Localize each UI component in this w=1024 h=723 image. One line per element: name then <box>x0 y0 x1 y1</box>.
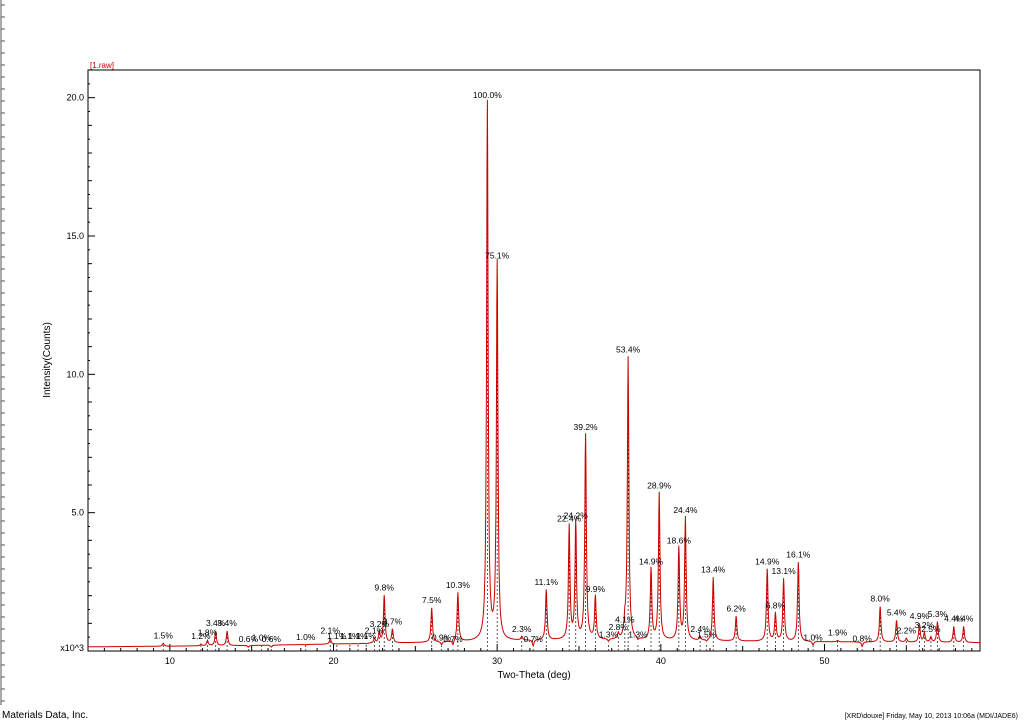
y-unit-label: x10^3 <box>60 643 84 653</box>
peak-label: 0.7% <box>523 634 543 644</box>
peak-label: 10.3% <box>446 580 471 590</box>
peak-label: 53.4% <box>616 345 641 355</box>
peak-label: 14.9% <box>639 556 664 566</box>
x-axis-label: Two-Theta (deg) <box>497 670 570 681</box>
peak-label: 3.4% <box>217 618 237 628</box>
peak-label: 2.4% <box>690 624 710 634</box>
x-tick-label: 20 <box>328 656 338 666</box>
peak-label: 6.2% <box>726 603 746 613</box>
peak-label: 1.3% <box>628 630 648 640</box>
peak-label: 2.2% <box>897 626 917 636</box>
y-tick-label: 20.0 <box>66 93 84 103</box>
x-tick-label: 10 <box>165 656 175 666</box>
diffraction-pattern-line <box>88 99 980 648</box>
file-label: [1.raw] <box>90 61 114 70</box>
peak-label: 6.8% <box>766 601 786 611</box>
y-tick-label: 15.0 <box>66 231 84 241</box>
x-tick-label: 40 <box>656 656 666 666</box>
peak-label: 1.8% <box>198 627 218 637</box>
peak-label: 100.0% <box>473 90 502 100</box>
peak-label: 0.8% <box>852 634 872 644</box>
peak-label: 1.1% <box>340 631 360 641</box>
y-tick-label: 10.0 <box>66 369 84 379</box>
y-axis-label: Intensity(Counts) <box>42 322 53 398</box>
peak-label: 39.2% <box>574 422 599 432</box>
peak-label: 5.3% <box>928 609 948 619</box>
peak-label: 3.7% <box>383 616 403 626</box>
peak-label: 1.3% <box>599 630 619 640</box>
peak-label: 13.4% <box>701 565 726 575</box>
footer-company: Materials Data, Inc. <box>2 710 89 721</box>
peak-label: 18.6% <box>667 536 692 546</box>
peak-label: 4.9% <box>910 611 930 621</box>
peak-label: 1.9% <box>828 627 848 637</box>
peak-label: 7.5% <box>422 595 442 605</box>
x-tick-label: 30 <box>492 656 502 666</box>
peak-label: 4.1% <box>615 614 635 624</box>
peak-label: 11.1% <box>535 577 559 587</box>
peak-label: 2.1% <box>365 626 385 636</box>
x-axis-ticks: 10 20 30 40 50 <box>87 644 973 666</box>
peak-label: 5.4% <box>887 608 907 618</box>
peak-labels: 1.5% 1.2%1.8%3.4%3.4%0.6%1.0%0.6% 1.0%2.1%… <box>154 90 974 644</box>
x-tick-label: 50 <box>820 656 830 666</box>
peak-label: 3.4% <box>206 618 226 628</box>
peak-label: 0.6% <box>262 634 282 644</box>
peak-label: 9.9% <box>586 584 606 594</box>
y-axis-ticks: 5.0 10.0 15.0 20.0 <box>66 69 95 652</box>
peak-label: 22.4% <box>557 514 582 524</box>
peak-label: 3.2% <box>915 620 935 630</box>
peak-label: 1.0% <box>252 632 272 642</box>
peak-label: 0.7% <box>443 634 463 644</box>
peak-label: 14.9% <box>755 556 780 566</box>
peak-label: 1.0% <box>296 632 316 642</box>
peak-label: 1.0% <box>803 632 823 642</box>
peak-label: 2.5% <box>921 624 941 634</box>
peak-label: 0.6% <box>239 634 259 644</box>
peak-label: 4.4% <box>954 614 974 624</box>
peak-label: 9.8% <box>375 583 395 593</box>
y-tick-label: 5.0 <box>71 508 84 518</box>
peak-label: 0.9% <box>432 632 452 642</box>
peak-label: 24.2% <box>564 511 589 521</box>
peak-label: 2.8% <box>609 622 629 632</box>
peak-label: 1.1% <box>357 631 377 641</box>
peak-label: 1.2% <box>191 631 211 641</box>
peak-label: 16.1% <box>786 549 811 559</box>
peak-label: 1.1% <box>348 631 368 641</box>
page-ruler <box>0 0 5 705</box>
peak-label: 75.1% <box>485 251 510 261</box>
peak-label: 1.1% <box>327 631 347 641</box>
peak-label: 1.5% <box>154 630 174 640</box>
peak-label: 28.9% <box>647 480 672 490</box>
peak-label: 4.4% <box>944 614 964 624</box>
peak-label: 2.3% <box>512 624 532 634</box>
plot-frame <box>87 69 981 652</box>
peak-label: 1.5% <box>697 630 717 640</box>
peak-label: 8.0% <box>870 594 890 604</box>
footer-file-info: [XRD\douxe] Friday, May 10, 2013 10:06a … <box>844 713 1018 720</box>
peak-label: 24.4% <box>673 505 698 515</box>
peak-label: 2.1% <box>321 626 341 636</box>
peak-label: 13.1% <box>772 566 797 576</box>
peak-label: 3.2% <box>370 619 390 629</box>
peak-markers <box>162 103 965 651</box>
